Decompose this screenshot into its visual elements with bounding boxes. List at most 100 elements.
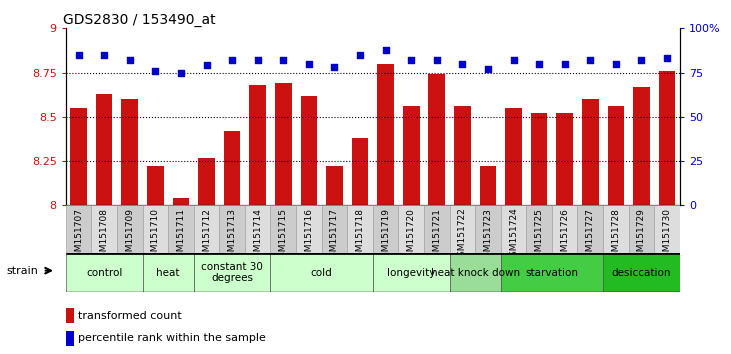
Bar [270,205,296,253]
Bar [531,113,548,205]
Bar [450,205,475,253]
Text: GSM151730: GSM151730 [662,208,672,263]
Bar [275,83,292,205]
Text: GSM151711: GSM151711 [176,208,186,263]
Bar [424,205,450,253]
Point [98,52,110,58]
Bar [168,205,194,253]
Bar [373,253,450,292]
Point [175,70,186,75]
Point [405,57,417,63]
Text: constant 30
degrees: constant 30 degrees [201,262,263,284]
Point [73,52,84,58]
Bar [66,308,74,323]
Text: GSM151717: GSM151717 [330,208,339,263]
Bar [480,166,496,205]
Text: GSM151712: GSM151712 [202,208,211,263]
Bar [143,205,168,253]
Text: GSM151715: GSM151715 [279,208,288,263]
Bar [270,253,373,292]
Point [380,47,392,52]
Bar [249,85,266,205]
Text: cold: cold [311,268,333,278]
Bar [296,205,322,253]
Point [584,57,596,63]
Bar [147,166,164,205]
Bar [501,253,603,292]
Bar [607,106,624,205]
Text: transformed count: transformed count [78,311,182,321]
Bar [173,198,189,205]
Bar [194,205,219,253]
Point [533,61,545,67]
Bar [326,166,343,205]
Bar [505,108,522,205]
Text: GSM151707: GSM151707 [74,208,83,263]
Text: GDS2830 / 153490_at: GDS2830 / 153490_at [63,13,216,27]
Bar [556,113,573,205]
Bar [70,108,87,205]
Bar [194,253,270,292]
Bar [66,205,91,253]
Text: longevity: longevity [387,268,436,278]
Bar [377,64,394,205]
Bar [654,205,680,253]
Text: heat: heat [156,268,180,278]
Point [661,56,673,61]
Bar [398,205,424,253]
Text: GSM151716: GSM151716 [304,208,314,263]
Bar [300,96,317,205]
Bar [552,205,577,253]
Bar [450,253,501,292]
Bar [454,106,471,205]
Text: GSM151714: GSM151714 [253,208,262,263]
Bar [117,205,143,253]
Bar [475,205,501,253]
Bar [66,331,74,346]
Bar [582,99,599,205]
Bar [224,131,240,205]
Point [226,57,238,63]
Bar [66,253,143,292]
Text: strain: strain [7,266,39,276]
Point [149,68,161,74]
Point [124,57,136,63]
Text: GSM151726: GSM151726 [560,208,569,263]
Bar [577,205,603,253]
Bar [121,99,138,205]
Point [328,64,340,70]
Bar [219,205,245,253]
Text: GSM151709: GSM151709 [125,208,135,263]
Bar [428,74,445,205]
Text: percentile rank within the sample: percentile rank within the sample [78,333,266,343]
Point [431,57,442,63]
Text: GSM151729: GSM151729 [637,208,646,263]
Text: control: control [86,268,122,278]
Bar [143,253,194,292]
Text: GSM151719: GSM151719 [381,208,390,263]
Text: GSM151727: GSM151727 [586,208,595,263]
Text: GSM151718: GSM151718 [355,208,365,263]
Bar [403,106,420,205]
Text: heat knock down: heat knock down [431,268,520,278]
Text: GSM151721: GSM151721 [432,208,442,263]
Point [354,52,366,58]
Text: starvation: starvation [526,268,578,278]
Text: GSM151708: GSM151708 [99,208,109,263]
Text: GSM151710: GSM151710 [151,208,160,263]
Bar [501,205,526,253]
Text: GSM151725: GSM151725 [534,208,544,263]
Point [558,61,570,67]
Bar [198,158,215,205]
Point [456,61,468,67]
Bar [633,87,650,205]
Point [507,57,519,63]
Bar [659,71,675,205]
Text: GSM151720: GSM151720 [406,208,416,263]
Text: desiccation: desiccation [612,268,671,278]
Text: GSM151722: GSM151722 [458,208,467,262]
Point [277,57,289,63]
Point [251,57,263,63]
Bar [96,94,113,205]
Bar [245,205,270,253]
